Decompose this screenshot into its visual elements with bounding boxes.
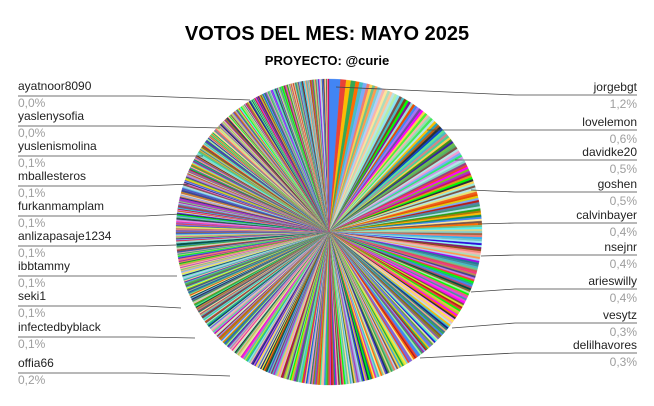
slice-label-name: offia66 xyxy=(18,356,54,370)
slice-label-percent: 0,3% xyxy=(610,355,638,369)
leader-line xyxy=(419,352,637,359)
pie-slice xyxy=(328,78,330,233)
slice-label: jorgebgt 1,2% xyxy=(335,80,638,111)
slice-label: mballesteros 0,1% xyxy=(18,169,191,200)
slice-label-percent: 0,1% xyxy=(18,276,46,290)
slice-label-name: ayatnoor8090 xyxy=(18,79,92,93)
slice-label-percent: 0,1% xyxy=(18,246,46,260)
slice-label-percent: 0,6% xyxy=(610,132,638,146)
slice-label: offia66 0,2% xyxy=(18,356,231,387)
leader-line xyxy=(480,254,637,257)
slice-label-name: anlizapasaje1234 xyxy=(18,229,112,243)
slice-label-name: furkanmamplam xyxy=(18,199,104,213)
slice-label-percent: 0,3% xyxy=(610,325,638,339)
leader-line xyxy=(18,213,181,217)
slice-label-percent: 0,5% xyxy=(610,194,638,208)
slice-label: furkanmamplam 0,1% xyxy=(18,199,181,230)
slice-label-name: mballesteros xyxy=(18,169,86,183)
slice-label: yaslenysofia 0,0% xyxy=(18,109,221,140)
slice-label-percent: 0,1% xyxy=(18,337,46,351)
slice-labels: jorgebgt1,2%lovelemon0,6%davidke200,5%go… xyxy=(18,79,638,387)
leader-line xyxy=(18,183,191,187)
slice-label: goshen 0,5% xyxy=(470,177,638,208)
slice-label: delilhavores 0,3% xyxy=(419,338,638,369)
slice-label-percent: 0,0% xyxy=(18,126,46,140)
slice-label-name: yuslenismolina xyxy=(18,139,97,153)
slice-label-name: ibbtammy xyxy=(18,259,70,273)
slice-label-name: jorgebgt xyxy=(593,80,638,94)
pie-slices xyxy=(175,78,483,386)
slice-label-percent: 0,1% xyxy=(18,186,46,200)
slice-label-name: calvinbayer xyxy=(576,208,637,222)
chart-subtitle: PROYECTO: @curie xyxy=(265,53,389,68)
slice-label-name: infectedbyblack xyxy=(18,320,102,334)
slice-label-name: seki1 xyxy=(18,289,46,303)
slice-label-name: delilhavores xyxy=(573,338,637,352)
slice-label: seki1 0,1% xyxy=(18,289,182,320)
slice-label-name: arieswilly xyxy=(588,274,637,288)
leader-line xyxy=(18,372,231,377)
slice-label-percent: 0,1% xyxy=(18,216,46,230)
slice-label: arieswilly 0,4% xyxy=(470,274,638,305)
slice-label: infectedbyblack 0,1% xyxy=(18,320,196,351)
slice-label-name: vesytz xyxy=(603,308,637,322)
slice-label: anlizapasaje1234 0,1% xyxy=(18,229,177,260)
slice-label-name: goshen xyxy=(598,177,637,191)
leader-line xyxy=(470,189,637,193)
slice-label-name: nsejnr xyxy=(604,240,637,254)
slice-label: yuslenismolina 0,1% xyxy=(18,139,203,170)
slice-label-name: lovelemon xyxy=(582,115,637,129)
leader-line xyxy=(18,336,196,339)
slice-label-percent: 0,5% xyxy=(610,162,638,176)
slice-label: calvinbayer 0,4% xyxy=(477,208,638,239)
slice-label-percent: 0,4% xyxy=(610,257,638,271)
leader-line xyxy=(477,222,637,225)
slice-label-percent: 0,1% xyxy=(18,156,46,170)
slice-label: ibbtammy 0,1% xyxy=(18,259,177,290)
leader-line xyxy=(18,244,177,247)
slice-label-percent: 0,4% xyxy=(610,291,638,305)
slice-label-percent: 0,1% xyxy=(18,306,46,320)
chart-title: VOTOS DEL MES: MAYO 2025 xyxy=(185,23,469,45)
slice-label-percent: 0,2% xyxy=(18,373,46,387)
leader-line xyxy=(335,86,637,96)
leader-line xyxy=(18,305,182,309)
slice-label-percent: 0,4% xyxy=(610,225,638,239)
slice-label-percent: 1,2% xyxy=(610,97,638,111)
slice-label: davidke20 0,5% xyxy=(455,145,637,176)
slice-label: lovelemon 0,6% xyxy=(427,115,637,146)
leader-line xyxy=(451,322,637,329)
slice-label: ayatnoor8090 0,0% xyxy=(18,79,251,110)
leader-line xyxy=(18,95,251,101)
slice-label: nsejnr 0,4% xyxy=(480,240,638,271)
slice-label-percent: 0,0% xyxy=(18,96,46,110)
leader-line xyxy=(470,288,637,293)
leader-line xyxy=(18,125,221,129)
slice-label-name: yaslenysofia xyxy=(18,109,84,123)
slice-label-name: davidke20 xyxy=(582,145,637,159)
slice-label: vesytz 0,3% xyxy=(451,308,638,339)
